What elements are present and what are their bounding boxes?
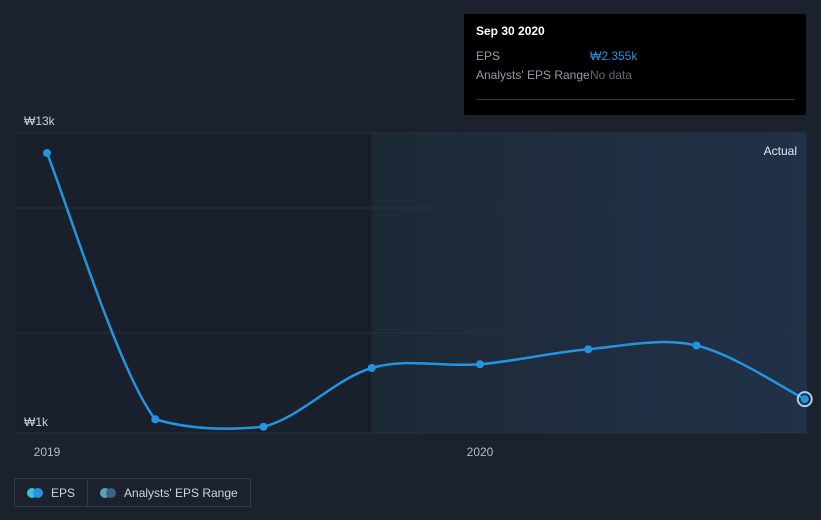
data-point[interactable]	[692, 341, 701, 350]
tooltip-eps-label: EPS	[476, 49, 501, 63]
eps-line	[45, 151, 806, 430]
tooltip-divider	[476, 99, 794, 100]
chart-legend: EPS Analysts' EPS Range	[14, 478, 251, 507]
tooltip-row-range: Analysts' EPS Range No data	[476, 66, 794, 85]
y-axis-label-top: ₩13k	[24, 114, 55, 128]
eps-range-dot-icon	[100, 487, 117, 498]
x-tick-2020: 2020	[466, 445, 494, 459]
data-point[interactable]	[367, 364, 376, 372]
tooltip-row-eps: EPS ₩2.355k	[476, 47, 794, 66]
eps-dot-icon	[27, 487, 43, 498]
data-point[interactable]	[43, 149, 51, 157]
eps-chart[interactable]	[14, 132, 813, 434]
data-point[interactable]	[259, 422, 268, 431]
data-point[interactable]	[584, 345, 593, 354]
y-axis-label-bottom: ₩1k	[24, 415, 48, 429]
highlighted-point-ring	[796, 391, 813, 408]
legend-label-eps: EPS	[51, 485, 76, 500]
tooltip-eps-value: ₩2.355k	[590, 49, 638, 63]
chart-tooltip: Sep 30 2020 EPS ₩2.355k Analysts' EPS Ra…	[464, 14, 806, 115]
tooltip-date: Sep 30 2020	[476, 24, 545, 38]
tooltip-range-value: No data	[590, 68, 633, 82]
legend-item-analysts-eps-range[interactable]: Analysts' EPS Range	[87, 478, 251, 507]
data-point[interactable]	[800, 395, 809, 404]
actual-region-label: Actual	[763, 144, 797, 158]
x-tick-2019: 2019	[33, 445, 61, 459]
legend-label-eps-range: Analysts' EPS Range	[124, 485, 238, 500]
actual-region	[371, 133, 807, 433]
legend-item-eps[interactable]: EPS	[14, 478, 89, 507]
data-point[interactable]	[151, 415, 160, 424]
data-point[interactable]	[476, 360, 484, 369]
tooltip-range-label: Analysts' EPS Range	[476, 68, 590, 82]
